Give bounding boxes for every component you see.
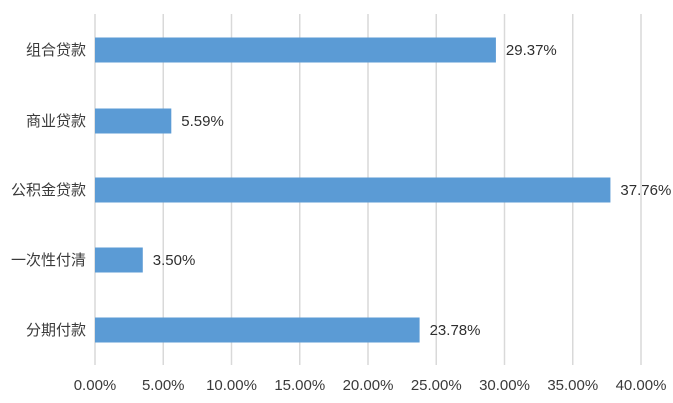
data-label: 5.59% bbox=[181, 113, 224, 130]
x-tick-label: 40.00% bbox=[616, 377, 667, 394]
x-tick-label: 35.00% bbox=[547, 377, 598, 394]
data-label: 37.76% bbox=[620, 182, 671, 199]
x-tick-labels: 0.00% 5.00% 10.00% 15.00% 20.00% 25.00% 30.00%… bbox=[74, 377, 667, 394]
category-label: 商业贷款 bbox=[26, 112, 86, 130]
data-label: 3.50% bbox=[153, 252, 196, 269]
category-label: 一次性付清 bbox=[11, 251, 86, 269]
bar bbox=[95, 108, 172, 134]
data-labels: 29.37% 5.59% 37.76% 3.50% 23.78% bbox=[153, 42, 672, 339]
x-tick-label: 0.00% bbox=[74, 377, 117, 394]
data-label: 23.78% bbox=[430, 322, 481, 339]
category-label: 组合贷款 bbox=[26, 41, 86, 59]
bar bbox=[95, 177, 611, 203]
category-label: 分期付款 bbox=[26, 321, 86, 339]
x-tick-label: 10.00% bbox=[206, 377, 257, 394]
bar bbox=[95, 317, 420, 343]
x-tick-label: 20.00% bbox=[343, 377, 394, 394]
bar bbox=[95, 247, 143, 273]
x-tick-label: 15.00% bbox=[274, 377, 325, 394]
x-tick-label: 30.00% bbox=[479, 377, 530, 394]
category-label: 公积金贷款 bbox=[11, 181, 86, 199]
data-label: 29.37% bbox=[506, 42, 557, 59]
x-tick-label: 5.00% bbox=[142, 377, 185, 394]
bar bbox=[95, 37, 496, 63]
x-tick-label: 25.00% bbox=[411, 377, 462, 394]
bars bbox=[95, 37, 611, 343]
